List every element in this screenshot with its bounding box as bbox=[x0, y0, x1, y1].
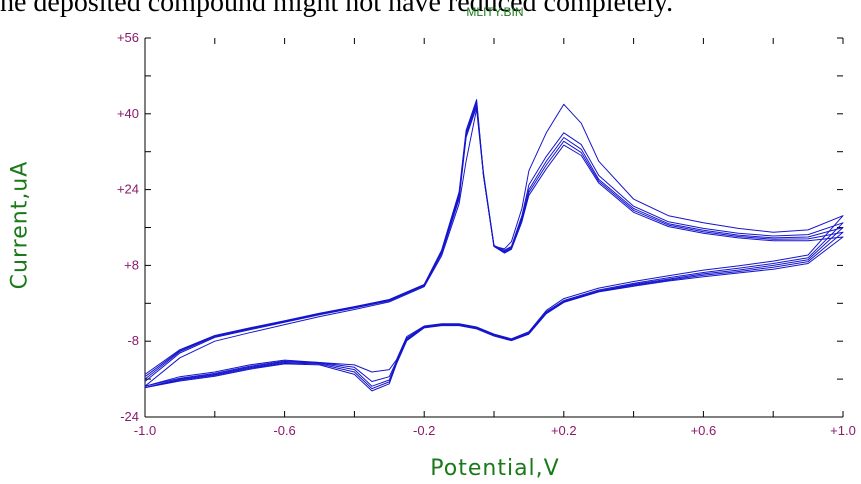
x-tick-label: -1.0 bbox=[134, 423, 156, 438]
y-tick-label: -8 bbox=[127, 333, 139, 348]
y-tick-label: -24 bbox=[120, 409, 139, 424]
x-tick-label: -0.2 bbox=[413, 423, 435, 438]
chart-tick-labels: -1.0 -0.6 -0.2 +0.2 +0.6 +1.0 -24 -8 +8 +24 +40 +56 bbox=[117, 30, 856, 438]
y-tick-label: +56 bbox=[117, 30, 139, 45]
y-tick-label: +8 bbox=[124, 257, 139, 272]
chart-series bbox=[144, 99, 844, 392]
y-axis-label: Current,uA bbox=[7, 160, 33, 290]
x-tick-label: +0.6 bbox=[691, 423, 717, 438]
chart-ticks bbox=[144, 37, 844, 418]
y-tick-label: +40 bbox=[117, 106, 139, 121]
x-tick-label: +0.2 bbox=[551, 423, 577, 438]
caption-text: he deposited compound might not have red… bbox=[0, 0, 674, 18]
chart-axes bbox=[144, 38, 843, 418]
chart-title: MLITY.BIN bbox=[466, 5, 524, 19]
series-line-1 bbox=[144, 103, 844, 387]
x-tick-label: -0.6 bbox=[273, 423, 295, 438]
x-axis-label: Potential,V bbox=[430, 456, 560, 481]
y-tick-label: +24 bbox=[117, 182, 139, 197]
series-line-5 bbox=[144, 99, 844, 392]
x-tick-label: +1.0 bbox=[830, 423, 856, 438]
